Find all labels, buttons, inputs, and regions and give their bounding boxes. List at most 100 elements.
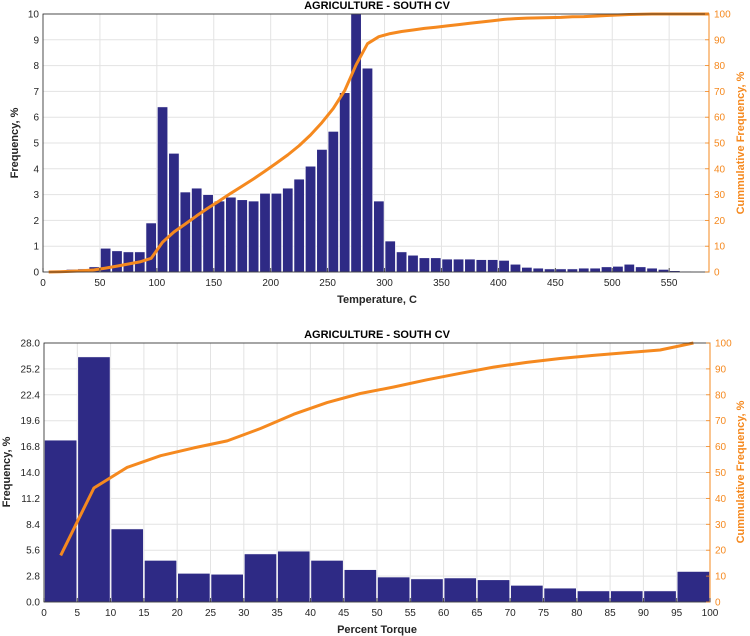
torque-y-axis-label: Frequency, %	[1, 436, 13, 507]
y2-tick-label: 40	[714, 164, 726, 175]
x-tick-label: 60	[438, 608, 450, 619]
histogram-bar	[453, 258, 465, 273]
histogram-bar	[248, 200, 260, 273]
y-tick-label: 19.6	[21, 416, 41, 427]
y2-tick-label: 100	[714, 10, 731, 21]
y-tick-label: 10	[28, 10, 40, 21]
y-tick-label: 9	[33, 35, 39, 46]
x-tick-label: 0	[41, 608, 47, 619]
histogram-bar	[601, 266, 613, 273]
torque-y2-axis-label: Cummulative Frequency, %	[735, 400, 747, 543]
x-tick-label: 100	[702, 608, 719, 619]
x-tick-label: 350	[433, 278, 450, 289]
histogram-bar	[145, 222, 157, 273]
histogram-bar	[578, 267, 590, 273]
histogram-bar	[623, 263, 635, 273]
histogram-bar	[384, 240, 396, 273]
histogram-bar	[110, 528, 144, 603]
x-tick-label: 150	[205, 278, 222, 289]
x-tick-label: 0	[40, 278, 46, 289]
histogram-bar	[407, 254, 419, 273]
histogram-bar	[210, 573, 244, 603]
histogram-bar	[111, 250, 123, 273]
x-tick-label: 200	[262, 278, 279, 289]
x-tick-label: 100	[149, 278, 166, 289]
y2-tick-label: 30	[714, 190, 726, 201]
y2-tick-label: 10	[715, 572, 727, 583]
temperature-y2-axis-label: Cummulative Frequency, %	[735, 71, 747, 214]
y-tick-label: 5.6	[26, 546, 40, 557]
y2-tick-label: 90	[715, 364, 727, 375]
y-tick-label: 5	[33, 139, 39, 150]
y2-tick-label: 20	[715, 546, 727, 557]
torque-y-tick-labels: 0.0 2.8 5.6 8.4 11.2 14.0 16.8 19.6 22.4 25.2 28.0	[21, 339, 41, 609]
cumulative-frequency-line	[48, 12, 709, 274]
y-tick-label: 16.8	[21, 442, 41, 453]
histogram-bar	[676, 571, 710, 603]
y2-tick-label: 60	[715, 442, 727, 453]
histogram-bar	[643, 590, 677, 603]
y2-tick-label: 50	[715, 468, 727, 479]
y2-tick-label: 100	[715, 339, 732, 350]
histogram-bar	[44, 439, 78, 603]
y2-tick-label: 70	[714, 87, 726, 98]
histogram-bar	[396, 251, 408, 273]
y2-tick-label: 70	[715, 416, 727, 427]
temperature-x-axis-label: Temperature, C	[337, 294, 417, 306]
x-tick-label: 30	[238, 608, 250, 619]
x-tick-label: 90	[638, 608, 650, 619]
y2-tick-label: 30	[715, 520, 727, 531]
histogram-bar	[509, 263, 521, 273]
histogram-bar	[510, 585, 544, 603]
histogram-bar	[487, 259, 499, 273]
histogram-bar	[418, 257, 430, 273]
histogram-bar	[373, 200, 385, 273]
x-tick-label: 15	[138, 608, 150, 619]
y-tick-label: 0.0	[26, 598, 40, 609]
histogram-bar	[213, 200, 225, 273]
y2-tick-label: 0	[715, 598, 721, 609]
x-tick-label: 400	[490, 278, 507, 289]
x-tick-label: 50	[371, 608, 383, 619]
histogram-bar	[589, 267, 601, 273]
y-tick-label: 8.4	[26, 520, 40, 531]
histogram-bar	[443, 577, 477, 603]
histogram-bar	[343, 569, 377, 603]
histogram-bar	[310, 560, 344, 603]
x-tick-label: 85	[605, 608, 617, 619]
y-tick-label: 11.2	[21, 494, 40, 505]
torque-x-axis-label: Percent Torque	[337, 624, 417, 636]
x-tick-label: 450	[547, 278, 564, 289]
histogram-bar	[430, 257, 442, 273]
temperature-y2-tick-labels: 0 10 20 30 40 50 60 70 80 90 100	[705, 10, 731, 279]
histogram-bar	[277, 550, 311, 603]
torque-gridlines	[43, 342, 711, 603]
x-tick-label: 50	[94, 278, 106, 289]
torque-histogram-chart: 0 5 10 15 20 25 30 35 40 45 50 55 60 65 70 75 80 85 90 95 10…	[1, 329, 747, 636]
y2-tick-label: 80	[715, 390, 727, 401]
x-tick-label: 55	[405, 608, 417, 619]
x-tick-label: 45	[338, 608, 350, 619]
x-tick-label: 40	[305, 608, 317, 619]
x-tick-label: 550	[661, 278, 678, 289]
x-tick-label: 10	[105, 608, 117, 619]
y2-tick-label: 80	[714, 61, 726, 72]
histogram-bar	[244, 553, 277, 603]
histogram-bar	[179, 191, 191, 273]
temperature-x-tick-labels: 0 50 100 150 200 250 300 350 400 450 500 550	[40, 268, 678, 289]
torque-cumulative-series	[59, 341, 694, 557]
x-tick-label: 80	[571, 608, 583, 619]
histogram-bar	[464, 258, 476, 273]
y-tick-label: 8	[33, 61, 39, 72]
y-tick-label: 1	[33, 242, 39, 253]
y-tick-label: 3	[33, 190, 39, 201]
histogram-bar	[646, 267, 658, 273]
temperature-chart-title: AGRICULTURE - SOUTH CV	[304, 0, 451, 12]
x-tick-label: 75	[538, 608, 550, 619]
y2-tick-label: 90	[714, 35, 726, 46]
y2-tick-label: 20	[714, 216, 726, 227]
histogram-bar	[339, 92, 351, 273]
histogram-bar	[225, 196, 237, 273]
y-tick-label: 14.0	[21, 468, 41, 479]
histogram-bar	[610, 590, 644, 603]
